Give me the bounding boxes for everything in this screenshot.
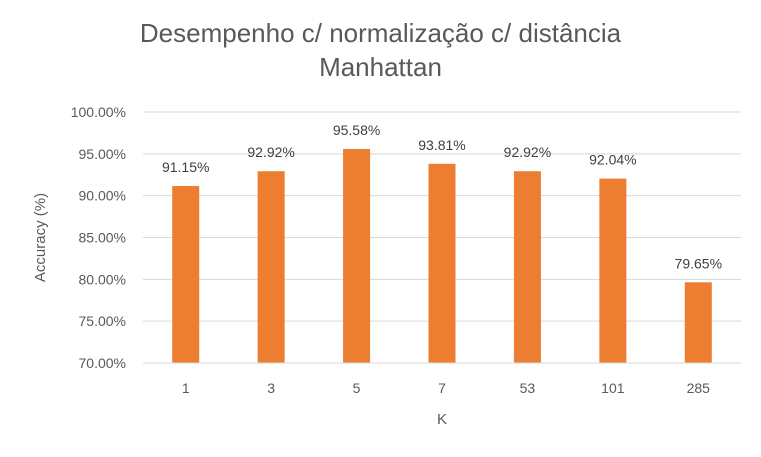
x-tick-label: 285 [687,380,711,396]
y-axis-title: Accuracy (%) [32,193,49,282]
chart-title: Desempenho c/ normalização c/ distância … [0,16,761,84]
y-tick-label: 85.00% [79,230,126,246]
y-axis-ticks: 70.00% 75.00% 80.00% 85.00% 90.00% 95.00% 100.… [71,104,126,371]
x-tick-label: 53 [520,380,536,396]
data-label: 95.58% [333,122,380,138]
bar-k-3 [257,171,285,363]
y-tick-label: 80.00% [79,271,126,287]
y-tick-label: 90.00% [79,188,126,204]
y-tick-label: 95.00% [79,146,126,162]
y-tick-label: 75.00% [79,313,126,329]
chart-title-line-2: Manhattan [319,52,442,82]
data-label: 93.81% [418,137,465,153]
x-tick-label: 1 [182,380,190,396]
x-tick-label: 3 [267,380,275,396]
bar-k-7 [428,163,456,363]
x-tick-label: 7 [438,380,446,396]
bar-k-53 [513,171,541,363]
x-tick-label: 5 [353,380,361,396]
data-label: 79.65% [675,255,722,271]
data-label: 92.92% [247,144,294,160]
x-tick-label: 101 [601,380,625,396]
data-label: 92.92% [504,144,551,160]
bar-k-285 [684,282,712,363]
data-label: 91.15% [162,159,209,175]
chart-title-line-1: Desempenho c/ normalização c/ distância [139,18,622,48]
x-axis-title: K [437,411,447,428]
y-tick-label: 70.00% [79,355,126,371]
data-labels: 91.15% 92.92% 95.58% 93.81% 92.92% 92.04% 79.6… [162,122,722,271]
bars [172,148,712,363]
y-tick-label: 100.00% [71,104,126,120]
bar-k-101 [599,178,627,363]
data-label: 92.04% [589,152,636,168]
x-axis-ticks: 1 3 5 7 53 101 285 [182,380,710,396]
bar-k-1 [172,186,200,363]
bar-k-5 [343,148,371,363]
